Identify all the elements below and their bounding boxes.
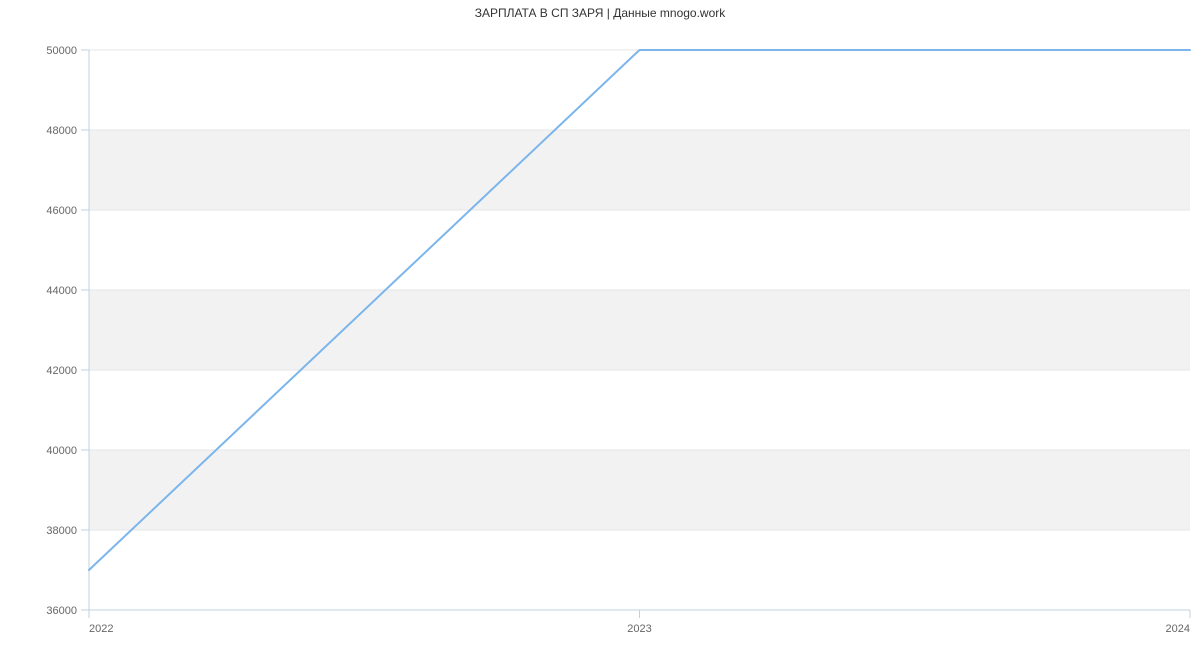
y-tick-label: 50000	[46, 45, 77, 57]
y-tick-label: 48000	[46, 125, 77, 137]
y-tick-label: 42000	[46, 365, 77, 377]
plot-band	[89, 290, 1190, 370]
y-tick-label: 38000	[46, 525, 77, 537]
salary-line-chart: ЗАРПЛАТА В СП ЗАРЯ | Данные mnogo.work 3…	[0, 0, 1200, 650]
chart-svg: 36000 38000 40000 42000 44000 46000 48000 50000…	[0, 0, 1200, 650]
y-tick-label: 36000	[46, 605, 77, 617]
x-tick-label: 2024	[1166, 623, 1190, 635]
x-tick-label: 2022	[89, 623, 113, 635]
plot-band	[89, 130, 1190, 210]
y-tick-label: 44000	[46, 285, 77, 297]
y-tick-label: 46000	[46, 205, 77, 217]
y-tick-label: 40000	[46, 445, 77, 457]
x-tick-label: 2023	[627, 623, 651, 635]
plot-band	[89, 450, 1190, 530]
